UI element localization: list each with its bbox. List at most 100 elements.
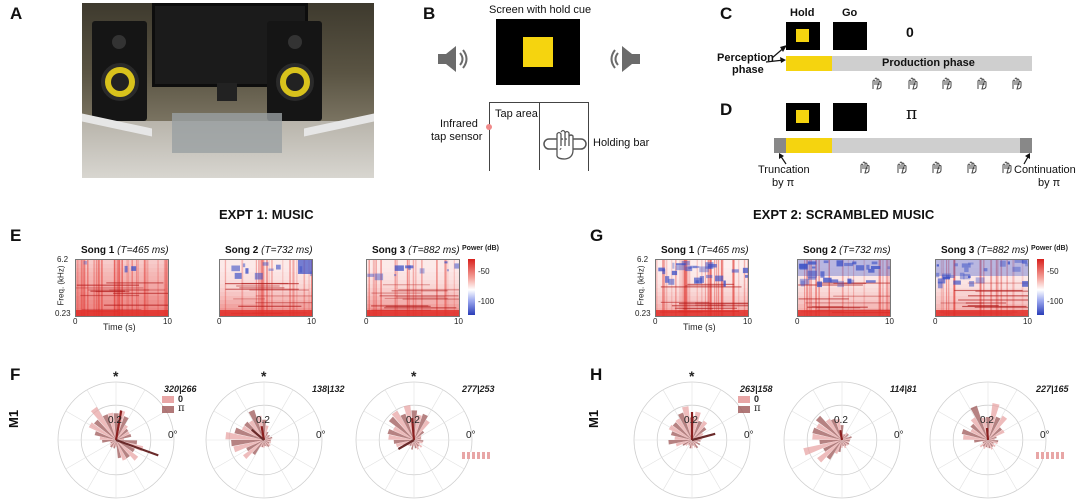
tap-hand-icon-c-3	[942, 77, 952, 90]
continuation-label-1: Continuation	[1014, 164, 1076, 176]
song-title-e2-s1: Song 1 (T=465 ms)	[661, 245, 749, 256]
x-tick-0: 0	[795, 317, 800, 326]
song-name: Song 1	[81, 245, 115, 256]
spectrogram-e1-s2	[219, 259, 313, 317]
phase-shift-d: π	[906, 104, 918, 124]
song-period: (T=732 ms)	[261, 245, 313, 256]
apparatus-photo	[82, 3, 374, 178]
go-screen-d	[833, 103, 867, 131]
trial-counts: 263|158	[740, 384, 773, 394]
continuation-label-2: by π	[1038, 177, 1061, 189]
perception-label-2: phase	[732, 64, 764, 76]
polar-histogram-e2-s3	[929, 381, 1047, 499]
tap-hand-icon-c-5	[1012, 77, 1022, 90]
y-tick-bottom: 0.23	[635, 309, 651, 318]
trial-counts: 227|165	[1036, 384, 1069, 394]
song-title-e2-s3: Song 3 (T=882 ms)	[941, 245, 1029, 256]
significance-star: *	[689, 368, 695, 384]
spectrogram-e1-s3	[366, 259, 460, 317]
perception-arrows	[765, 45, 787, 63]
panel-label-a: A	[10, 4, 23, 23]
song-title-e1-s3: Song 3 (T=882 ms)	[372, 245, 460, 256]
trial-counts: 277|253	[462, 384, 495, 394]
production-bar-d	[832, 138, 1020, 153]
zero-degree-label: 0°	[466, 430, 476, 441]
song-period: (T=465 ms)	[117, 245, 169, 256]
ring-label: 0.2	[406, 415, 420, 426]
tap-hand-icon-c-2	[908, 77, 918, 90]
ring-label: 0.2	[108, 415, 122, 426]
phase-shift-c: 0	[906, 24, 914, 40]
panel-label-f: F	[10, 365, 21, 384]
significance-star: *	[113, 368, 119, 384]
x-tick-10: 10	[163, 317, 172, 326]
production-bar-c	[832, 56, 1032, 71]
hold-cue-square	[523, 37, 553, 67]
polar-histogram-e2-s2	[783, 381, 901, 499]
x-tick-0: 0	[217, 317, 222, 326]
panel-label-c: C	[720, 4, 733, 23]
row-label-m1-left: M1	[6, 409, 21, 428]
tap-hand-icon-c-4	[977, 77, 987, 90]
x-tick-0: 0	[653, 317, 658, 326]
truncation-arrow	[779, 153, 787, 165]
hand-on-bar-icon	[543, 129, 587, 160]
spectrogram-e2-s2	[797, 259, 891, 317]
colorbar-tick-50: -50	[1047, 267, 1059, 276]
infrared-label-1: Infrared	[440, 118, 478, 130]
polar-histogram-e1-s3	[355, 381, 473, 499]
song-name: Song 2	[225, 245, 259, 256]
legend-label-0: 0	[754, 394, 760, 404]
significance-star: *	[261, 368, 267, 384]
row-label-m1-right: M1	[586, 409, 601, 428]
panel-label-d: D	[720, 100, 733, 119]
song-period: (T=882 ms)	[408, 245, 460, 256]
panel-label-b: B	[423, 4, 436, 23]
tap-hand-icon-d-3	[932, 161, 942, 174]
song-title-e1-s2: Song 2 (T=732 ms)	[225, 245, 313, 256]
holding-bar-label: Holding bar	[593, 137, 650, 149]
truncation-label-2: by π	[772, 177, 795, 189]
ring-label: 0.2	[256, 415, 270, 426]
tap-hand-icon-d-1	[860, 161, 870, 174]
legend-label-0: 0	[178, 394, 184, 404]
legend-swatch-0	[162, 396, 174, 403]
speaker-left-icon	[438, 46, 468, 72]
legend-swatch-pi	[738, 406, 750, 413]
polar-histogram-e1-s2	[205, 381, 323, 499]
song-period: (T=732 ms)	[839, 245, 891, 256]
production-label: Production phase	[882, 57, 975, 69]
song-period: (T=465 ms)	[697, 245, 749, 256]
polar-histogram-e2-s1	[633, 381, 751, 499]
song-name: Song 1	[661, 245, 695, 256]
zero-degree-label: 0°	[894, 430, 904, 441]
colorbar-tick-100: -100	[1047, 297, 1064, 306]
tap-area-label: Tap area	[495, 108, 538, 120]
zero-degree-label: 0°	[744, 430, 754, 441]
song-name: Song 2	[803, 245, 837, 256]
go-screen-c	[833, 22, 867, 50]
perception-bar-d	[786, 138, 832, 153]
song-name: Song 3	[372, 245, 406, 256]
x-tick-0: 0	[364, 317, 369, 326]
hold-screen-c	[786, 22, 820, 50]
perception-label-1: Perception	[717, 52, 774, 64]
time-axis-label: Time (s)	[103, 322, 136, 332]
polar-histogram-e1-s1	[57, 381, 175, 499]
go-label-c: Go	[842, 7, 858, 19]
significance-star: *	[411, 368, 417, 384]
panel-label-g: G	[590, 226, 604, 245]
legend-swatch-pi	[162, 406, 174, 413]
y-tick-top: 6.2	[637, 255, 649, 264]
tap-hand-icon-c-1	[872, 77, 882, 90]
panel-label-e: E	[10, 226, 22, 245]
legend-label-pi: π	[178, 403, 185, 414]
x-tick-10: 10	[1023, 317, 1032, 326]
x-tick-10: 10	[885, 317, 894, 326]
zero-degree-label: 0°	[1040, 430, 1050, 441]
infrared-label-2: tap sensor	[431, 131, 483, 143]
perception-bar-c	[786, 56, 832, 71]
zero-degree-label: 0°	[316, 430, 326, 441]
song-title-e2-s2: Song 2 (T=732 ms)	[803, 245, 891, 256]
trial-counts: 114|81	[890, 384, 917, 394]
